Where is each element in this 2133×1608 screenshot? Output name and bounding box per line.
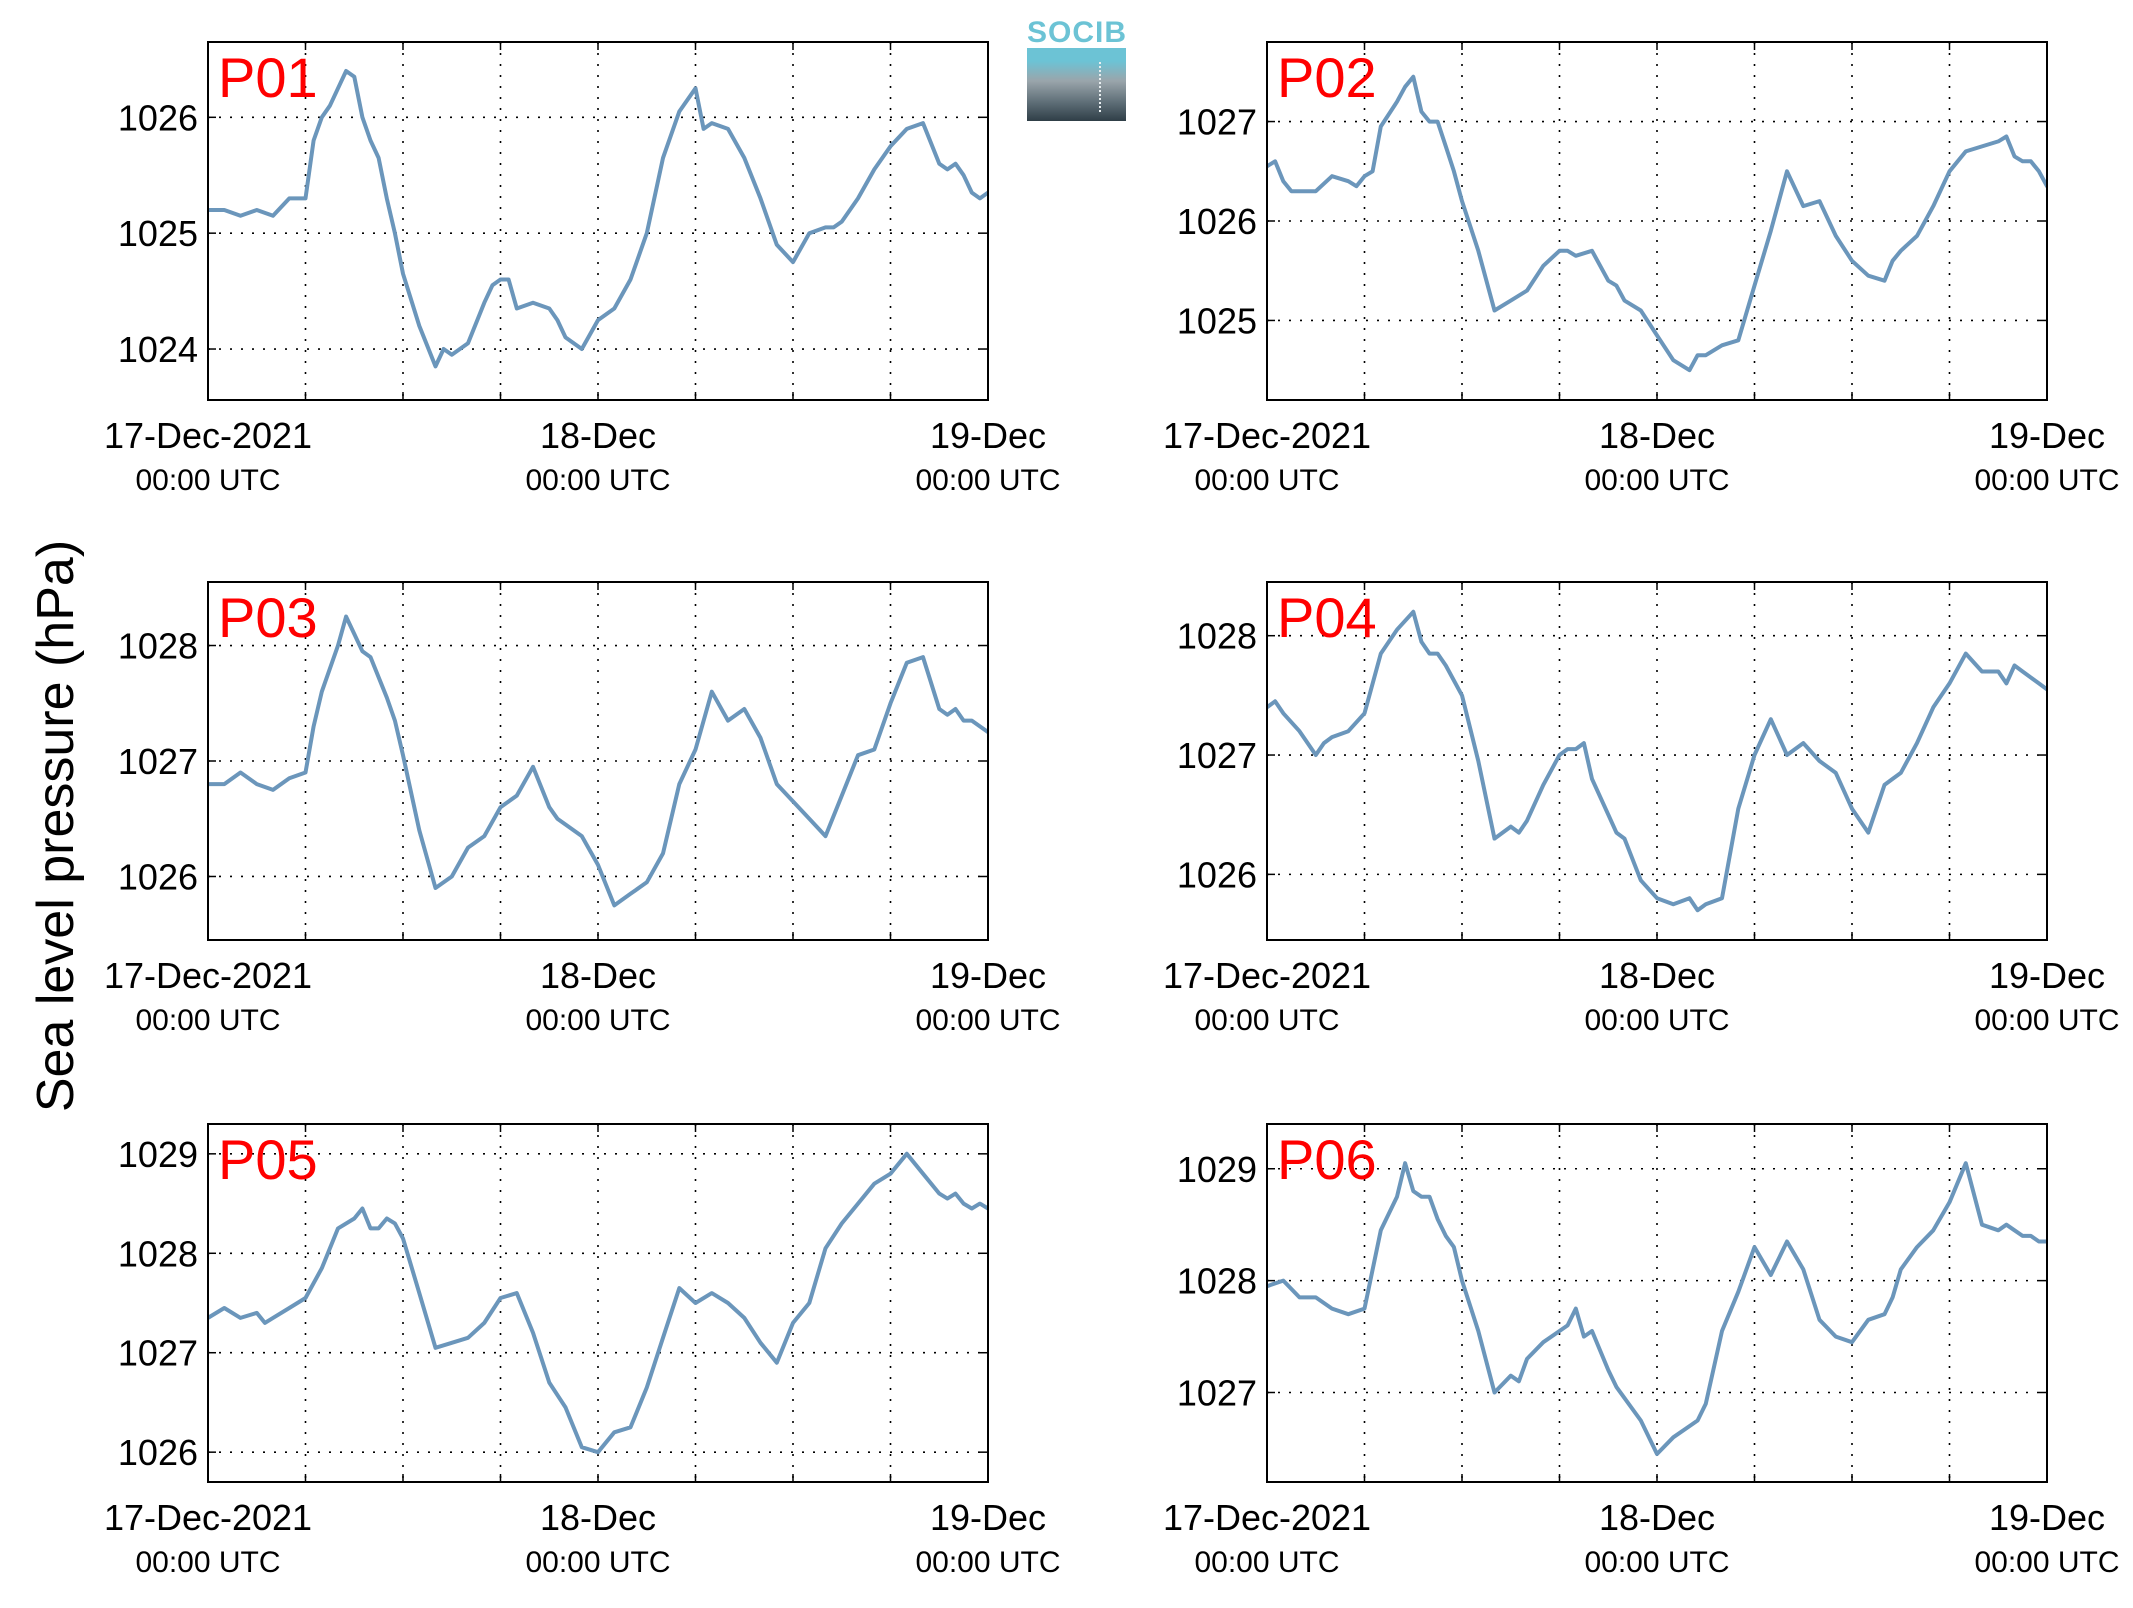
- panel-p04: 1026 1027 1028 17-Dec-2021 00:00 UTC 18-Dec 00…: [1163, 581, 2120, 1037]
- x-tick-label-date: 19-Dec: [930, 415, 1046, 456]
- x-tick-label-time: 00:00 UTC: [525, 1004, 670, 1037]
- x-tick-label-time: 00:00 UTC: [525, 1546, 670, 1579]
- x-tick-label-date: 19-Dec: [1989, 1497, 2105, 1538]
- x-tick-label-date: 18-Dec: [1599, 415, 1715, 456]
- y-tick-label: 1028: [118, 626, 198, 667]
- plot-area: [1267, 42, 2047, 400]
- panel-p05: 1026 1027 1028 1029 17-Dec-2021 00:00 UTC 18-D…: [104, 1123, 1061, 1579]
- socib-logo: SOCIB: [1027, 16, 1126, 121]
- y-tick-label: 1027: [1177, 735, 1257, 776]
- y-tick-label: 1027: [1177, 1373, 1257, 1414]
- y-tick-label: 1027: [118, 1333, 198, 1374]
- panel-label: P02: [1277, 46, 1377, 109]
- x-tick-label-time: 00:00 UTC: [525, 464, 670, 497]
- axes-frame: [1266, 581, 2048, 941]
- x-tick-label-date: 19-Dec: [1989, 955, 2105, 996]
- panel-p02: 1025 1026 1027 17-Dec-2021 00:00 UTC 18-Dec 00…: [1163, 41, 2120, 497]
- logo-text: SOCIB: [1027, 16, 1128, 49]
- x-tick-label-date: 19-Dec: [930, 955, 1046, 996]
- x-tick-label-date: 18-Dec: [1599, 1497, 1715, 1538]
- x-tick-label-time: 00:00 UTC: [1584, 1004, 1729, 1037]
- y-tick-label: 1024: [118, 329, 198, 370]
- x-tick-label-time: 00:00 UTC: [1194, 464, 1339, 497]
- pressure-series-line: [208, 69, 988, 369]
- x-tick-label-time: 00:00 UTC: [1974, 1004, 2119, 1037]
- y-tick-label: 1029: [118, 1134, 198, 1175]
- y-tick-label: 1028: [1177, 616, 1257, 657]
- x-tick-label-time: 00:00 UTC: [915, 464, 1060, 497]
- x-tick-label-date: 17-Dec-2021: [1163, 1497, 1371, 1538]
- panel-label: P03: [218, 586, 318, 649]
- x-tick-label-time: 00:00 UTC: [1584, 1546, 1729, 1579]
- plot-area: [208, 42, 988, 400]
- y-tick-label: 1027: [118, 741, 198, 782]
- x-tick-label-date: 17-Dec-2021: [104, 955, 312, 996]
- pressure-series-line: [208, 1151, 988, 1455]
- panel-label: P06: [1277, 1128, 1377, 1191]
- plot-area: [1267, 582, 2047, 940]
- axes-frame: [1266, 41, 2048, 401]
- x-tick-label-time: 00:00 UTC: [915, 1546, 1060, 1579]
- axes-frame: [207, 1123, 989, 1483]
- x-tick-label-time: 00:00 UTC: [1194, 1546, 1339, 1579]
- plot-area: [208, 1124, 988, 1482]
- panel-p03: 1026 1027 1028 17-Dec-2021 00:00 UTC 18-Dec 00…: [104, 581, 1061, 1037]
- y-tick-label: 1026: [118, 856, 198, 897]
- y-tick-label: 1029: [1177, 1149, 1257, 1190]
- pressure-series-line: [1267, 74, 2047, 373]
- axes-frame: [207, 41, 989, 401]
- x-tick-label-time: 00:00 UTC: [1974, 1546, 2119, 1579]
- x-tick-label-date: 17-Dec-2021: [1163, 415, 1371, 456]
- panel-label: P01: [218, 46, 318, 109]
- x-tick-label-date: 17-Dec-2021: [104, 1497, 312, 1538]
- x-tick-label-date: 18-Dec: [540, 415, 656, 456]
- x-tick-label-time: 00:00 UTC: [135, 1546, 280, 1579]
- x-tick-label-time: 00:00 UTC: [135, 1004, 280, 1037]
- y-tick-label: 1026: [118, 1432, 198, 1473]
- y-tick-label: 1025: [1177, 300, 1257, 341]
- axes-frame: [1266, 1123, 2048, 1483]
- x-tick-label-date: 17-Dec-2021: [104, 415, 312, 456]
- y-tick-label: 1026: [1177, 201, 1257, 242]
- logo-gradient-block: [1027, 48, 1126, 121]
- y-tick-label: 1028: [1177, 1261, 1257, 1302]
- x-tick-label-date: 18-Dec: [1599, 955, 1715, 996]
- x-tick-label-date: 17-Dec-2021: [1163, 955, 1371, 996]
- y-tick-label: 1028: [118, 1233, 198, 1274]
- logo-dotted-line: [1099, 62, 1101, 112]
- x-tick-label-date: 19-Dec: [1989, 415, 2105, 456]
- x-tick-label-date: 18-Dec: [540, 1497, 656, 1538]
- pressure-series-line: [208, 614, 988, 908]
- x-tick-label-time: 00:00 UTC: [915, 1004, 1060, 1037]
- y-tick-label: 1026: [118, 97, 198, 138]
- panel-p01: 1024 1025 1026 17-Dec-2021 00:00 UTC 18-Dec 00…: [104, 41, 1061, 497]
- panel-p06: 1027 1028 1029 17-Dec-2021 00:00 UTC 18-Dec 00…: [1163, 1123, 2120, 1579]
- x-tick-label-date: 18-Dec: [540, 955, 656, 996]
- panel-label: P04: [1277, 586, 1377, 649]
- plot-area: [208, 582, 988, 940]
- y-tick-label: 1027: [1177, 102, 1257, 143]
- x-tick-label-time: 00:00 UTC: [1974, 464, 2119, 497]
- axes-frame: [207, 581, 989, 941]
- x-tick-label-time: 00:00 UTC: [1584, 464, 1729, 497]
- x-tick-label-time: 00:00 UTC: [1194, 1004, 1339, 1037]
- plot-area: [1267, 1124, 2047, 1482]
- y-tick-label: 1026: [1177, 854, 1257, 895]
- pressure-series-line: [1267, 609, 2047, 913]
- x-tick-label-time: 00:00 UTC: [135, 464, 280, 497]
- x-tick-label-date: 19-Dec: [930, 1497, 1046, 1538]
- pressure-series-line: [1267, 1161, 2047, 1456]
- y-tick-label: 1025: [118, 213, 198, 254]
- panel-label: P05: [218, 1128, 318, 1191]
